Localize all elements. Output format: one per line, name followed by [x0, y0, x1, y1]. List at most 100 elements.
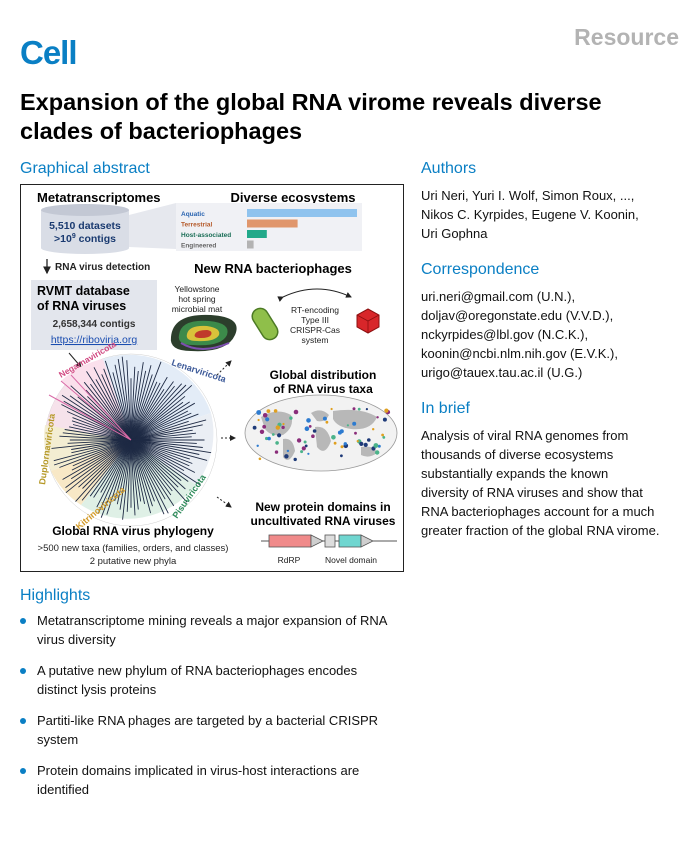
- crispr-label-line3: CRISPR-Cas: [290, 325, 340, 335]
- domain-architecture-diagram: [261, 534, 397, 548]
- tree-branch: [130, 439, 208, 461]
- highlight-text-line1: Protein domains implicated in virus-host…: [37, 763, 360, 778]
- sample-location-dot: [325, 420, 329, 424]
- sample-location-dot: [265, 436, 269, 441]
- sample-location-dot: [304, 426, 310, 431]
- tree-branch: [106, 439, 132, 515]
- tree-branch: [100, 439, 132, 518]
- sample-location-dot: [367, 438, 371, 442]
- in-brief-heading: In brief: [421, 400, 470, 417]
- tree-to-phage-arrow: [216, 360, 232, 376]
- tree-branch: [130, 413, 199, 441]
- database-cylinder-icon: [41, 204, 129, 254]
- tree-branch: [130, 439, 136, 516]
- highlight-item: Protein domains implicated in virus-host…: [20, 761, 410, 799]
- tree-branch: [75, 439, 132, 502]
- tree-branch: [130, 439, 153, 507]
- authors-section: Authors Uri Neri, Yuri I. Wolf, Simon Ro…: [421, 160, 689, 243]
- sample-location-dot: [312, 429, 317, 433]
- datasets-count: 5,510 datasets: [49, 220, 121, 232]
- ecosystem-label: Engineered: [181, 243, 216, 250]
- author-line: Uri Neri, Yuri I. Wolf, Simon Roux, ...,: [421, 188, 635, 203]
- sample-location-dot: [381, 433, 384, 437]
- tree-branch: [130, 388, 165, 441]
- tree-branch: [70, 439, 132, 480]
- email-link[interactable]: urigo@tauex.tau.ac.il (U.G.): [421, 365, 583, 380]
- email-link[interactable]: doljav@oregonstate.edu (V.V.D.),: [421, 308, 614, 323]
- bacterium-cell-icon: [251, 307, 279, 341]
- graphical-abstract-heading: Graphical abstract: [20, 160, 150, 177]
- tree-branch: [101, 374, 132, 441]
- tree-branch: [59, 439, 132, 468]
- sample-location-dot: [352, 421, 357, 426]
- correspondence-section: Correspondence uri.neri@gmail.com (U.N.)…: [421, 261, 689, 382]
- sample-location-dot: [308, 425, 312, 428]
- in-brief-text: Analysis of viral RNA genomes from thous…: [421, 426, 689, 540]
- crispr-label-line2: Type III: [301, 315, 329, 325]
- tree-branch: [130, 370, 139, 441]
- sample-location-dot: [266, 409, 271, 413]
- sample-location-dot: [365, 408, 368, 411]
- phylogeny-title: Global RNA virus phylogeny: [52, 524, 214, 538]
- sample-location-dot: [301, 446, 306, 451]
- microbial-mat-icon: [170, 314, 237, 352]
- email-link[interactable]: nckyrpides@lbl.gov (N.C.K.),: [421, 327, 589, 342]
- tree-branch: [130, 370, 147, 441]
- bacteriophages-title: New RNA bacteriophages: [194, 261, 352, 276]
- tree-branch: [130, 439, 200, 455]
- tree-branch: [130, 395, 186, 441]
- tree-branch: [130, 439, 190, 460]
- email-link[interactable]: koonin@ncbi.nlm.nih.gov (E.V.K.),: [421, 346, 618, 361]
- sample-location-dot: [293, 457, 297, 462]
- email-link[interactable]: uri.neri@gmail.com (U.N.),: [421, 289, 576, 304]
- tree-to-domains-arrow: [216, 496, 232, 508]
- tree-branch: [130, 439, 179, 488]
- rdrp-label: RdRP: [278, 555, 301, 565]
- author-line: Nikos C. Kyrpides, Eugene V. Koonin,: [421, 207, 639, 222]
- tree-branch: [130, 365, 152, 441]
- highlight-text-line2: identified: [37, 782, 90, 797]
- sample-location-dot: [277, 433, 282, 438]
- in-brief-line: greater fraction of the global RNA virom…: [421, 523, 660, 538]
- tree-branch: [130, 439, 172, 496]
- tree-branch: [81, 439, 132, 501]
- tree-branch: [130, 401, 184, 441]
- world-map: [244, 394, 398, 472]
- sample-location-dot: [267, 436, 271, 441]
- sample-location-dot: [311, 434, 315, 438]
- sample-location-dot: [262, 424, 267, 429]
- tree-branch: [104, 360, 132, 441]
- sample-location-dot: [275, 441, 279, 445]
- email-list: uri.neri@gmail.com (U.N.), doljav@oregon…: [421, 287, 689, 382]
- phylogenetic-tree: [44, 353, 218, 527]
- tree-branch: [130, 401, 190, 441]
- highlight-item: A putative new phylum of RNA bacteriopha…: [20, 661, 410, 699]
- tree-branch: [121, 356, 132, 441]
- tree-branch: [72, 417, 132, 441]
- tree-branch: [67, 439, 132, 444]
- sample-location-dot: [339, 429, 344, 434]
- tree-branch: [130, 412, 192, 441]
- highlight-item: Partiti-like RNA phages are targeted by …: [20, 711, 410, 749]
- sample-location-dot: [256, 410, 262, 415]
- tree-branch: [66, 411, 132, 441]
- sample-location-dot: [296, 438, 302, 443]
- tree-branch: [122, 439, 132, 520]
- highlight-text-line2: virus diversity: [37, 632, 116, 647]
- rvmt-url-link[interactable]: https://riboviria.org: [51, 334, 138, 346]
- tree-branch: [130, 436, 192, 441]
- in-brief-line: diversity of RNA viruses and show that: [421, 485, 643, 500]
- correspondence-heading: Correspondence: [421, 261, 540, 278]
- sample-location-dot: [354, 431, 357, 435]
- ecosystems-title: Diverse ecosystems: [230, 190, 355, 205]
- tree-branch: [130, 381, 174, 441]
- tree-branch: [117, 359, 132, 441]
- sample-location-dot: [357, 407, 361, 411]
- mat-label-line3: microbial mat: [172, 304, 223, 314]
- phylogeny-subtitle-line2: 2 putative new phyla: [90, 556, 177, 567]
- ecosystem-label: Aquatic: [181, 211, 205, 218]
- in-brief-line: substantially expands the known: [421, 466, 609, 481]
- ecosystem-bar: [247, 230, 267, 238]
- sample-location-dot: [284, 454, 289, 459]
- rvmt-title-line2: of RNA viruses: [37, 299, 126, 313]
